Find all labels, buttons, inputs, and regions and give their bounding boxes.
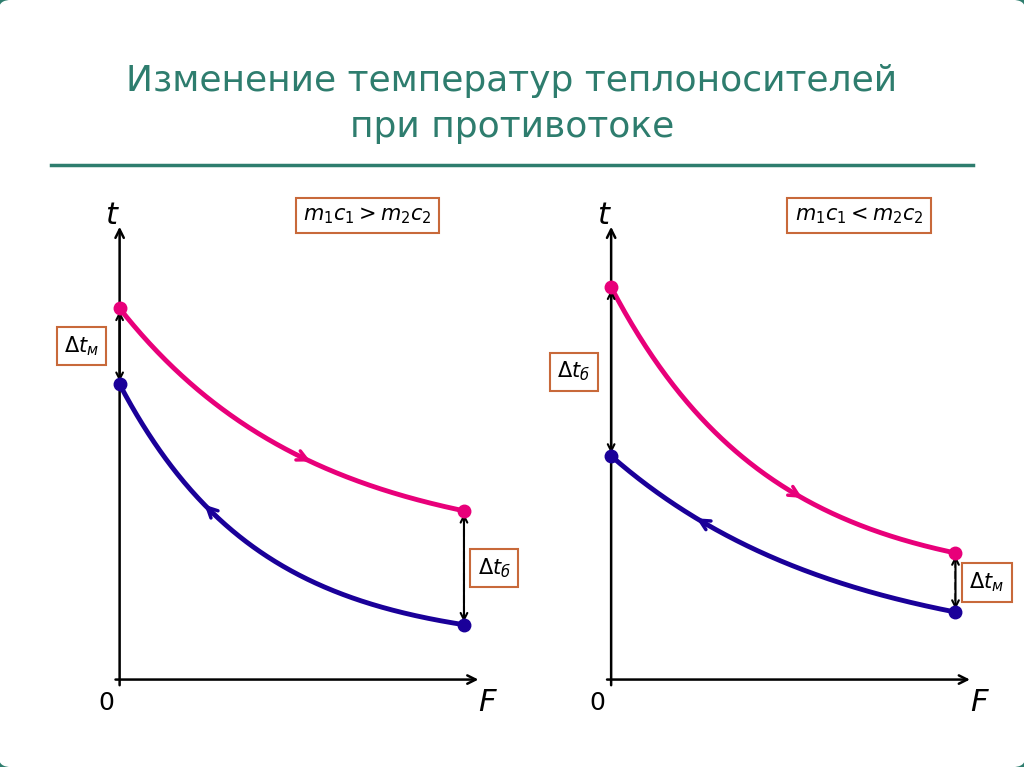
Text: $m_1c_1<m_2c_2$: $m_1c_1<m_2c_2$ bbox=[795, 206, 924, 225]
Text: 0: 0 bbox=[590, 691, 605, 715]
Text: $\Delta t_м$: $\Delta t_м$ bbox=[65, 334, 99, 358]
Text: 0: 0 bbox=[98, 691, 114, 715]
Text: $F$: $F$ bbox=[478, 688, 498, 717]
Text: $\Delta t_б$: $\Delta t_б$ bbox=[557, 360, 591, 384]
Text: Изменение температур теплоносителей: Изменение температур теплоносителей bbox=[126, 64, 898, 97]
Text: $t$: $t$ bbox=[105, 201, 120, 230]
Text: $F$: $F$ bbox=[970, 688, 989, 717]
Text: при противотоке: при противотоке bbox=[350, 110, 674, 143]
Text: $\Delta t_м$: $\Delta t_м$ bbox=[970, 571, 1005, 594]
Text: $m_1c_1>m_2c_2$: $m_1c_1>m_2c_2$ bbox=[303, 206, 432, 225]
Text: $\Delta t_б$: $\Delta t_б$ bbox=[478, 556, 511, 580]
Text: $t$: $t$ bbox=[597, 201, 611, 230]
